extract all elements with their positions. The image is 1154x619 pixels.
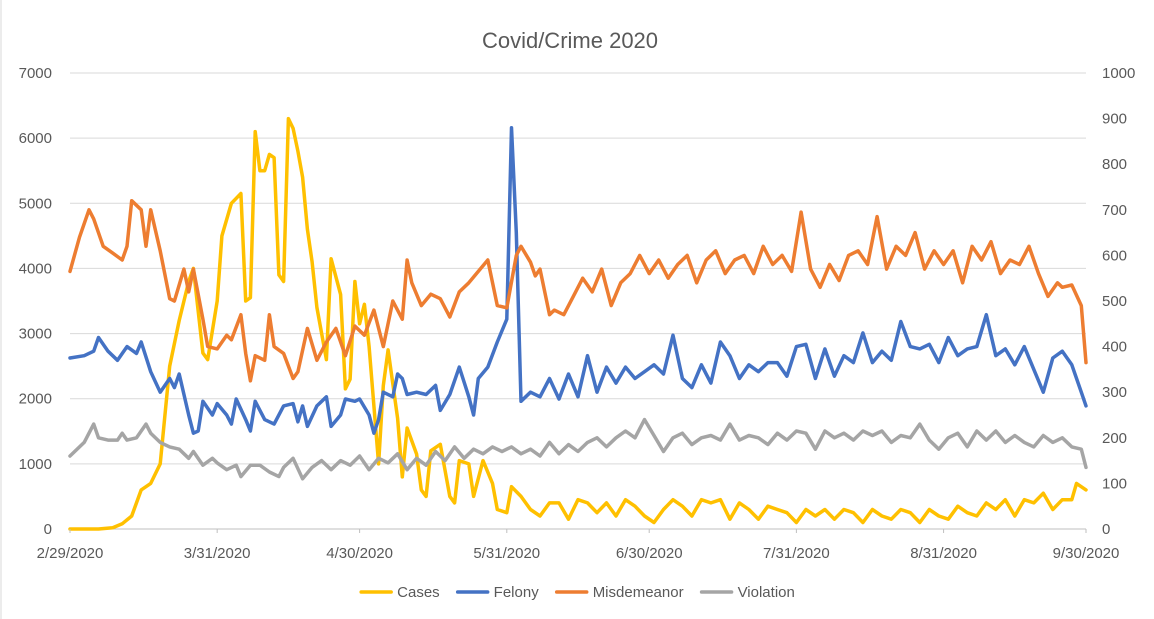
y-left-tick-label: 0 (44, 521, 52, 538)
right-y-axis: 0 100 200 300 400 500 600 700 800 900 1000 (1102, 65, 1135, 538)
chart-title: Covid/Crime 2020 (482, 28, 658, 53)
y-right-tick-label: 700 (1102, 202, 1127, 219)
legend: Cases Felony Misdemeanor Violation (359, 584, 795, 601)
gridlines (70, 72, 1086, 530)
y-right-tick-label: 1000 (1102, 65, 1135, 82)
legend-label-misdemeanor: Misdemeanor (593, 584, 684, 601)
legend-label-cases: Cases (397, 584, 440, 601)
y-right-tick-label: 500 (1102, 293, 1127, 310)
legend-label-violation: Violation (738, 584, 795, 601)
y-left-tick-label: 5000 (19, 195, 52, 212)
x-tick-label: 5/31/2020 (473, 545, 540, 562)
y-left-tick-label: 2000 (19, 391, 52, 408)
x-tick-label: 3/31/2020 (184, 545, 251, 562)
y-right-tick-label: 600 (1102, 247, 1127, 264)
y-left-tick-label: 3000 (19, 326, 52, 343)
y-right-tick-label: 900 (1102, 111, 1127, 128)
series-line-cases (68, 116, 1088, 531)
y-right-tick-label: 300 (1102, 384, 1127, 401)
x-axis: 2/29/2020 3/31/2020 4/30/2020 5/31/2020 6/30… (37, 529, 1120, 562)
series-lines (68, 116, 1088, 531)
series-line-violation (68, 417, 1088, 481)
y-left-tick-label: 4000 (19, 260, 52, 277)
left-y-axis: 0 1000 2000 3000 4000 5000 6000 7000 (19, 65, 52, 538)
y-right-tick-label: 0 (1102, 521, 1110, 538)
x-tick-label: 6/30/2020 (616, 545, 683, 562)
series-line-misdemeanor (68, 198, 1088, 383)
x-tick-label: 2/29/2020 (37, 545, 104, 562)
y-right-tick-label: 200 (1102, 430, 1127, 447)
x-tick-label: 7/31/2020 (763, 545, 830, 562)
y-right-tick-label: 400 (1102, 339, 1127, 356)
series-line-felony (68, 125, 1088, 435)
y-right-tick-label: 800 (1102, 156, 1127, 173)
y-right-tick-label: 100 (1102, 475, 1127, 492)
legend-label-felony: Felony (494, 584, 540, 601)
y-left-tick-label: 6000 (19, 130, 52, 147)
y-left-tick-label: 1000 (19, 456, 52, 473)
x-tick-label: 9/30/2020 (1053, 545, 1120, 562)
y-left-tick-label: 7000 (19, 65, 52, 82)
x-tick-label: 8/31/2020 (910, 545, 977, 562)
x-tick-label: 4/30/2020 (326, 545, 393, 562)
